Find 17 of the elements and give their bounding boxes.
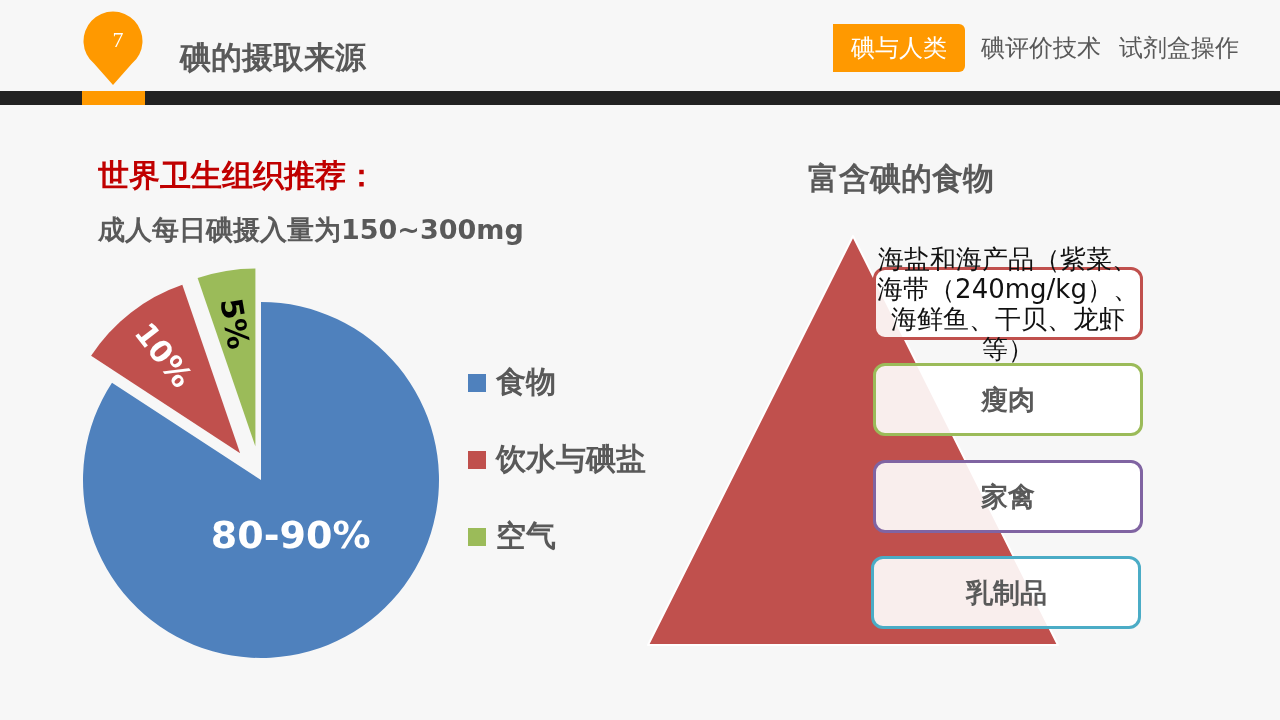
chart-subtitle: 成人每日碘摄入量为150~300mg bbox=[98, 213, 524, 247]
text: 试剂盒操作 bbox=[1119, 33, 1239, 63]
legend-label: 食物 bbox=[496, 363, 556, 401]
tab: 碘与人类 bbox=[833, 24, 965, 72]
text: 7 bbox=[111, 27, 125, 53]
text: 家禽 bbox=[981, 479, 1035, 514]
legend-label: 空气 bbox=[496, 517, 556, 555]
legend-label: 饮水与碘盐 bbox=[496, 440, 646, 478]
data-label: 5% bbox=[213, 295, 257, 352]
text: 富含碘的食物 bbox=[808, 159, 994, 197]
text: 乳制品 bbox=[965, 575, 1047, 610]
text: 碘评价技术 bbox=[981, 33, 1101, 63]
text: 海盐和海产品（紫菜、海带（240mg/kg）、海鲜鱼、干贝、龙虾等） bbox=[876, 244, 1140, 364]
data-label: 80-90% bbox=[210, 512, 371, 557]
chart-title: 世界卫生组织推荐： bbox=[98, 156, 377, 194]
text: 碘的摄取来源 bbox=[180, 38, 366, 76]
text: 瘦肉 bbox=[981, 382, 1035, 417]
